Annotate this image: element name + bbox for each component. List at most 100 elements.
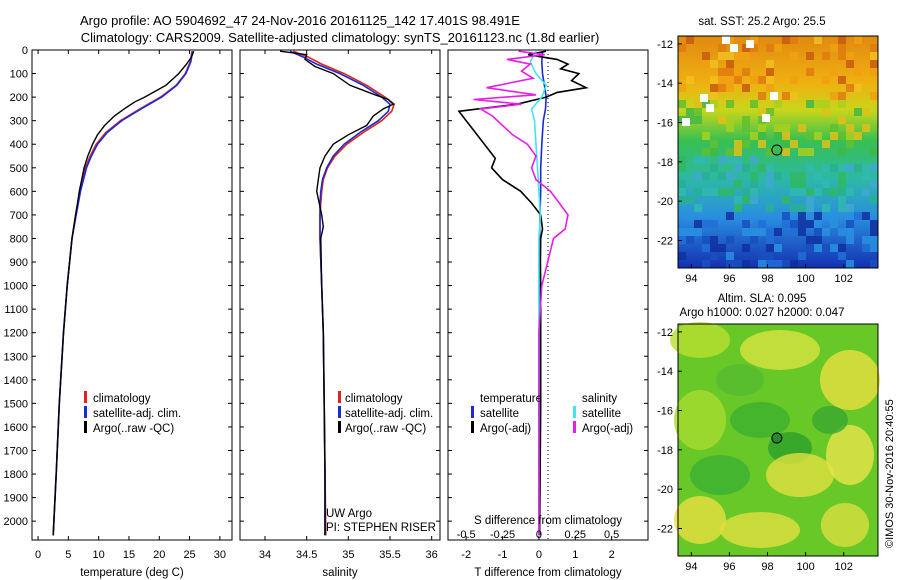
- sst-cell: [694, 108, 702, 116]
- sst-cell: [750, 188, 758, 196]
- series-line-climatology: [52, 51, 193, 536]
- sst-missing-cell: [722, 36, 730, 44]
- sst-cell: [838, 36, 846, 44]
- t-tick-label: -2: [461, 549, 471, 561]
- sst-cell: [734, 204, 742, 212]
- sst-cell: [838, 44, 846, 52]
- depth-tick-label: 1700: [4, 445, 28, 457]
- depth-tick-label: 1600: [4, 422, 28, 434]
- sst-cell: [838, 172, 846, 180]
- sst-cell: [798, 148, 806, 156]
- map-y-tick-label: -18: [657, 445, 673, 457]
- map-y-tick-label: -18: [657, 157, 673, 169]
- legend-swatch-satellite-s: [338, 406, 341, 418]
- sst-cell: [750, 132, 758, 140]
- sst-cell: [862, 244, 870, 252]
- sla-map-title: Altim. SLA: 0.095: [718, 293, 807, 305]
- legend-label-t-satellite: satellite: [480, 408, 519, 420]
- legend-swatch-climatology-s: [338, 391, 341, 403]
- sst-cell: [798, 220, 806, 228]
- sst-cell: [702, 172, 710, 180]
- sst-cell: [838, 100, 846, 108]
- s-tick-label: 0.5: [604, 529, 619, 541]
- sst-cell: [726, 188, 734, 196]
- sst-cell: [806, 220, 814, 228]
- t-tick-label: -1: [498, 549, 508, 561]
- difference-lines: [457, 50, 589, 536]
- figure-title-line2: Climatology: CARS2009. Satellite-adjuste…: [81, 30, 600, 45]
- sst-cell: [718, 44, 726, 52]
- depth-tick-label: 1100: [4, 304, 28, 316]
- x-tick-label: 34: [259, 549, 271, 561]
- sst-cell: [782, 260, 790, 268]
- sst-cell: [814, 220, 822, 228]
- sst-cell: [734, 180, 742, 188]
- sst-cell: [758, 76, 766, 84]
- legend-label-satellite: satellite-adj. clim.: [93, 408, 181, 420]
- sst-cell: [678, 84, 686, 92]
- sst-cell: [702, 156, 710, 164]
- depth-tick-label: 200: [10, 92, 28, 104]
- sst-cell: [870, 44, 878, 52]
- sst-cell: [694, 188, 702, 196]
- sst-cell: [798, 252, 806, 260]
- sst-cell: [870, 236, 878, 244]
- sst-cell: [870, 244, 878, 252]
- sst-cell: [726, 68, 734, 76]
- sst-cell: [686, 228, 694, 236]
- sst-cell: [734, 140, 742, 148]
- sst-cell: [734, 148, 742, 156]
- sst-cell: [782, 140, 790, 148]
- sst-cell: [822, 228, 830, 236]
- sst-cell: [758, 228, 766, 236]
- map-y-tick-label: -20: [657, 484, 673, 496]
- sst-cell: [790, 92, 798, 100]
- sst-cell: [766, 60, 774, 68]
- sst-cell: [702, 236, 710, 244]
- series-line-satellite-adj-clim-: [52, 51, 194, 536]
- sst-cell: [774, 100, 782, 108]
- salinity-annotation-line2: PI: STEPHEN RISER: [326, 522, 436, 534]
- sst-cell: [830, 68, 838, 76]
- difference-x-ticks: -2 -1 0 1 2 -0.5 -0.25 0 0.25 0.5: [457, 529, 620, 561]
- sst-cell: [742, 188, 750, 196]
- x-tick-label: 10: [93, 549, 105, 561]
- sst-cell: [798, 188, 806, 196]
- sst-cell: [798, 204, 806, 212]
- sst-cell: [678, 228, 686, 236]
- sst-cell: [854, 164, 862, 172]
- sst-cell: [710, 148, 718, 156]
- legend-swatch-t-argo: [471, 421, 474, 433]
- sst-missing-cell: [706, 104, 714, 112]
- sst-cell: [838, 228, 846, 236]
- sst-cell: [806, 52, 814, 60]
- sst-cell: [766, 228, 774, 236]
- legend-label-t-argo: Argo(-adj): [480, 423, 531, 435]
- sst-cell: [710, 60, 718, 68]
- sst-cell: [726, 148, 734, 156]
- temperature-x-ticks: 0 5 10 15 20 25 30: [35, 50, 226, 561]
- sst-cell: [726, 76, 734, 84]
- sst-cell: [718, 52, 726, 60]
- x-tick-label: 36: [426, 549, 438, 561]
- sst-cell: [718, 188, 726, 196]
- sst-cell: [822, 52, 830, 60]
- sst-cell: [846, 132, 854, 140]
- sst-cell: [782, 36, 790, 44]
- sst-map-title: sat. SST: 25.2 Argo: 25.5: [698, 16, 825, 28]
- map-y-tick-label: -12: [657, 327, 673, 339]
- depth-tick-label: 400: [10, 139, 28, 151]
- sst-cell: [702, 60, 710, 68]
- sst-cell: [718, 116, 726, 124]
- sla-blob: [821, 503, 869, 547]
- sst-cell: [766, 244, 774, 252]
- map-y-tick-label: -22: [657, 523, 673, 535]
- sst-cell: [870, 228, 878, 236]
- sst-argo-location-marker: [771, 144, 783, 156]
- sst-cell: [758, 260, 766, 268]
- sst-cell: [702, 132, 710, 140]
- sst-cell: [678, 156, 686, 164]
- sst-cell: [830, 132, 838, 140]
- series-line-argo-raw-qc-: [279, 50, 395, 536]
- sst-map-cells: [678, 36, 878, 268]
